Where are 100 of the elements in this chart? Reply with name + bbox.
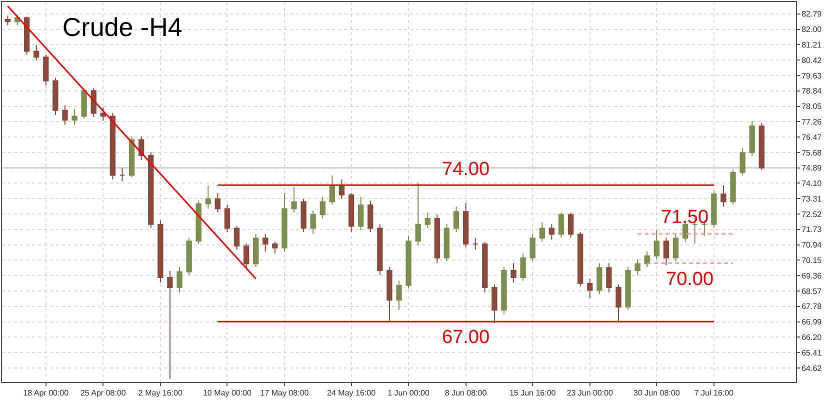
candlestick bbox=[234, 226, 240, 250]
candlestick bbox=[501, 266, 507, 314]
candlestick bbox=[272, 241, 278, 254]
candlestick bbox=[434, 214, 440, 264]
x-tick-label: 10 May 00:00 bbox=[202, 388, 252, 398]
candlestick bbox=[43, 54, 49, 86]
x-tick-label: 25 Apr 08:00 bbox=[80, 388, 126, 398]
candlestick bbox=[548, 224, 555, 240]
series-label: 67.00 bbox=[442, 327, 490, 348]
y-tick-label: 74.10 bbox=[802, 179, 822, 188]
candlestick bbox=[262, 233, 268, 252]
x-tick-label: 15 Jun 16:00 bbox=[509, 388, 556, 398]
x-tick-label: 23 Jun 00:00 bbox=[566, 388, 614, 398]
y-tick-label: 67.78 bbox=[802, 302, 822, 312]
y-tick-label: 77.26 bbox=[802, 117, 822, 126]
candlestick bbox=[510, 262, 516, 284]
candlestick bbox=[520, 252, 526, 282]
candlestick bbox=[224, 204, 230, 232]
candlestick bbox=[453, 206, 460, 232]
candlestick bbox=[196, 200, 202, 244]
y-tick-label: 80.42 bbox=[802, 56, 822, 65]
candlestick bbox=[167, 270, 173, 380]
y-tick-label: 70.15 bbox=[802, 256, 822, 266]
y-tick-label: 82.00 bbox=[802, 25, 822, 34]
y-tick-label: 75.68 bbox=[802, 148, 822, 158]
candlestick bbox=[406, 235, 412, 289]
y-tick-label: 68.57 bbox=[802, 286, 822, 296]
candlestick bbox=[329, 174, 336, 206]
candlestick bbox=[291, 186, 297, 213]
candlestick bbox=[577, 231, 584, 288]
candlestick bbox=[176, 266, 182, 293]
series-label: 71.50 bbox=[661, 207, 709, 228]
y-tick-label: 66.99 bbox=[802, 318, 822, 327]
candlestick bbox=[644, 250, 650, 268]
x-tick-label: 18 Apr 00:00 bbox=[23, 388, 70, 398]
series-label: 74.00 bbox=[442, 159, 490, 180]
candlestick bbox=[386, 266, 392, 322]
y-tick-label: 78.05 bbox=[802, 102, 822, 112]
candlestick bbox=[72, 108, 78, 126]
candlestick bbox=[730, 169, 736, 206]
y-tick-label: 79.63 bbox=[802, 71, 822, 80]
y-tick-label: 64.62 bbox=[802, 364, 822, 373]
candlestick bbox=[52, 78, 58, 116]
candlestick bbox=[358, 196, 364, 230]
chart-title: Crude -H4 bbox=[62, 12, 182, 42]
candlestick bbox=[320, 196, 326, 219]
candlestick bbox=[444, 224, 450, 262]
candlestick bbox=[81, 88, 87, 120]
candlestick bbox=[348, 192, 354, 232]
candlestick bbox=[587, 278, 593, 299]
candlestick bbox=[186, 237, 192, 276]
candlestick bbox=[749, 120, 755, 156]
candlestick bbox=[368, 200, 374, 232]
candlestick bbox=[34, 44, 40, 61]
x-tick-label: 30 Jun 08:00 bbox=[634, 388, 680, 398]
candlestick bbox=[424, 212, 430, 229]
candlestick bbox=[214, 192, 221, 213]
series-label: 70.00 bbox=[666, 269, 714, 290]
candlestick bbox=[396, 280, 402, 310]
candlestick bbox=[310, 210, 316, 234]
candlestick bbox=[740, 148, 746, 176]
x-tick-label: 8 Jun 08:00 bbox=[444, 388, 488, 398]
x-tick-label: 24 May 16:00 bbox=[327, 388, 376, 398]
y-tick-label: 73.31 bbox=[802, 194, 822, 204]
candlestick bbox=[672, 233, 679, 262]
candlestick bbox=[415, 182, 421, 246]
y-tick-label: 78.84 bbox=[802, 86, 822, 96]
candlestick bbox=[711, 190, 717, 229]
x-tick-label: 17 May 08:00 bbox=[260, 388, 310, 398]
candlestick bbox=[720, 184, 726, 208]
y-tick-label: 66.20 bbox=[802, 332, 822, 342]
candlestick bbox=[62, 104, 68, 126]
candlestick bbox=[616, 284, 622, 322]
y-tick-label: 72.52 bbox=[802, 210, 822, 219]
y-tick-label: 74.89 bbox=[802, 164, 822, 173]
candlestick bbox=[539, 222, 545, 242]
y-tick-label: 81.21 bbox=[802, 40, 822, 50]
candlestick bbox=[663, 237, 670, 266]
x-tick-label: 2 May 16:00 bbox=[138, 388, 183, 398]
candlestick bbox=[654, 230, 660, 260]
candlestick bbox=[110, 112, 116, 180]
candlestick bbox=[158, 220, 164, 284]
y-tick-label: 69.36 bbox=[802, 271, 822, 280]
candlestick bbox=[243, 243, 250, 270]
x-tick-label: 1 Jun 00:00 bbox=[388, 388, 430, 398]
y-tick-label: 82.79 bbox=[802, 10, 822, 19]
candlestick bbox=[282, 192, 288, 252]
candlestick bbox=[148, 152, 154, 229]
candlestick bbox=[90, 87, 96, 118]
candlestick bbox=[606, 262, 612, 293]
candlestick bbox=[758, 122, 764, 170]
candlestick bbox=[128, 136, 135, 178]
candlestick bbox=[530, 233, 536, 262]
candlestick bbox=[24, 16, 30, 56]
y-tick-label: 71.73 bbox=[802, 225, 822, 234]
candlestick bbox=[253, 233, 259, 268]
candlestick bbox=[568, 212, 574, 238]
candlestick bbox=[462, 202, 469, 248]
x-tick-label: 7 Jul 16:00 bbox=[694, 388, 734, 398]
candlestick bbox=[596, 262, 602, 295]
